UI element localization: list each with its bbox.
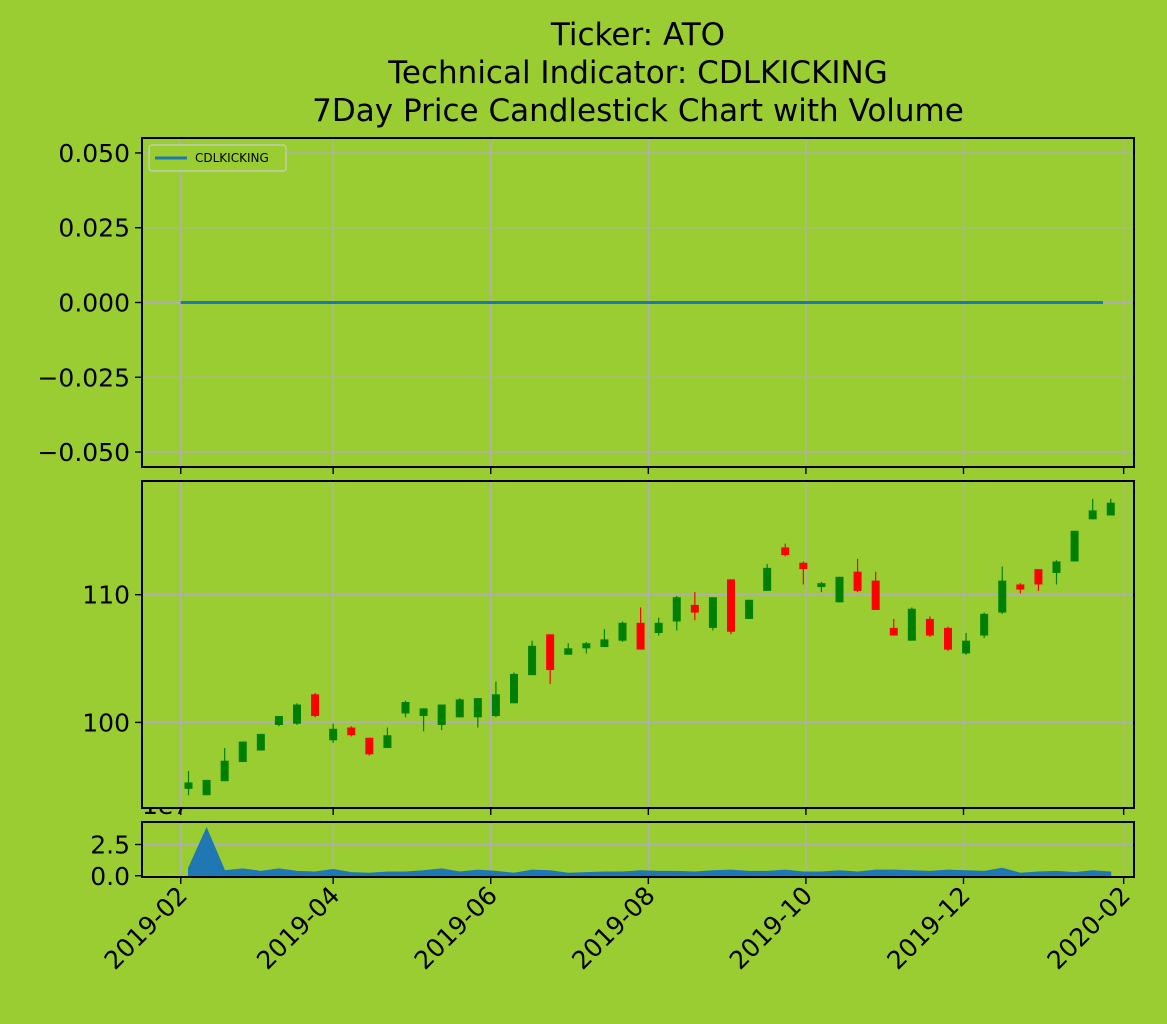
candle-body-up (907, 608, 916, 641)
candle-body-down (925, 618, 934, 636)
x-tick-label: 2020-02 (1042, 881, 1136, 975)
price-y-tick-label: 100 (82, 708, 130, 737)
indicator-y-tick-label: −0.025 (37, 363, 130, 392)
candle-body-up (383, 735, 392, 748)
volume-frame (141, 821, 1135, 878)
candle-body-down (365, 737, 374, 755)
candle-body-up (835, 576, 844, 603)
indicator-frame (141, 137, 1135, 468)
price-panel: 100 110 (82, 480, 1135, 815)
candle-body-up (564, 648, 573, 655)
candle-body-up (256, 733, 265, 751)
candle-body-up (672, 597, 681, 622)
candle-body-up (708, 597, 717, 628)
legend-box (148, 144, 287, 172)
candle-body-up (419, 708, 428, 717)
candle-body-down (853, 571, 862, 591)
candle-body-down (636, 622, 645, 650)
candle-body-up (455, 699, 464, 718)
candle-body-up (763, 567, 772, 591)
candle-body-up (1052, 561, 1061, 573)
volume-area (188, 827, 1112, 877)
candle-body-down (889, 627, 898, 636)
indicator-panel: 0.050 0.025 0.000 −0.025 −0.050 CDLKICKING (37, 137, 1135, 474)
candle-body-down (1034, 569, 1043, 585)
candle-body-up (184, 782, 193, 789)
candle-body-down (546, 634, 555, 671)
volume-plot-area (142, 822, 1134, 877)
candle-body-up (293, 704, 301, 724)
candle-body-down (871, 580, 880, 611)
candle-body-up (618, 622, 627, 641)
candle-body-down (1016, 584, 1025, 590)
candle-body-up (1106, 502, 1115, 516)
volume-y-tick-label: 0.0 (90, 862, 130, 891)
candle-body-up (274, 716, 283, 725)
candle-body-up (473, 698, 482, 718)
candle-body-up (528, 645, 537, 676)
price-frame (141, 480, 1135, 809)
candle-body-up (220, 760, 229, 782)
volume-y-tick-label: 2.5 (90, 831, 130, 860)
indicator-y-tick-label: 0.000 (58, 289, 130, 318)
candle-body-up (654, 622, 663, 634)
candle-body-up (401, 701, 410, 714)
candle-body-down (690, 604, 699, 613)
candle-body-up (437, 704, 446, 725)
candle-body-up (1088, 510, 1097, 520)
x-tick-label: 2019-12 (881, 881, 975, 975)
candle-body-down (347, 727, 356, 736)
x-tick-label: 2019-02 (99, 881, 193, 975)
candle-body-down (311, 694, 320, 717)
candle-body-down (944, 627, 952, 650)
candle-body-up (962, 640, 971, 654)
candle-body-up (238, 741, 247, 763)
indicator-y-tick-label: 0.050 (58, 139, 130, 168)
candle-body-up (202, 779, 211, 796)
volume-panel: 2019-02 2019-04 2019-06 2019-08 2019-10 2019-… (90, 821, 1136, 975)
price-y-tick-label: 110 (82, 581, 130, 610)
candle-body-up (329, 728, 338, 741)
candle-body-down (799, 562, 808, 570)
x-tick-label: 2019-04 (251, 881, 345, 975)
candle-body-up (510, 673, 518, 704)
candle-body-up (582, 643, 591, 649)
chart-title-line-2: Technical Indicator: CDLKICKING (387, 55, 888, 91)
indicator-y-tick-label: −0.050 (37, 438, 130, 467)
candle-body-up (745, 599, 754, 619)
chart-title-line-3: 7Day Price Candlestick Chart with Volume (312, 93, 964, 129)
candle-body-up (817, 583, 826, 588)
x-tick-label: 2019-08 (566, 881, 660, 975)
candle-body-up (1070, 530, 1079, 562)
candle-body-down (727, 579, 735, 632)
legend-label: CDLKICKING (195, 151, 269, 165)
candle-body-up (980, 613, 989, 636)
candle-body-up (491, 694, 500, 717)
candle-body-down (781, 547, 790, 556)
x-tick-label: 2019-10 (724, 881, 818, 975)
candle-body-up (998, 580, 1007, 613)
chart-title-line-1: Ticker: ATO (550, 17, 725, 53)
candle-body-up (600, 639, 609, 648)
indicator-y-tick-label: 0.025 (58, 214, 130, 243)
x-tick-label: 2019-06 (409, 881, 503, 975)
